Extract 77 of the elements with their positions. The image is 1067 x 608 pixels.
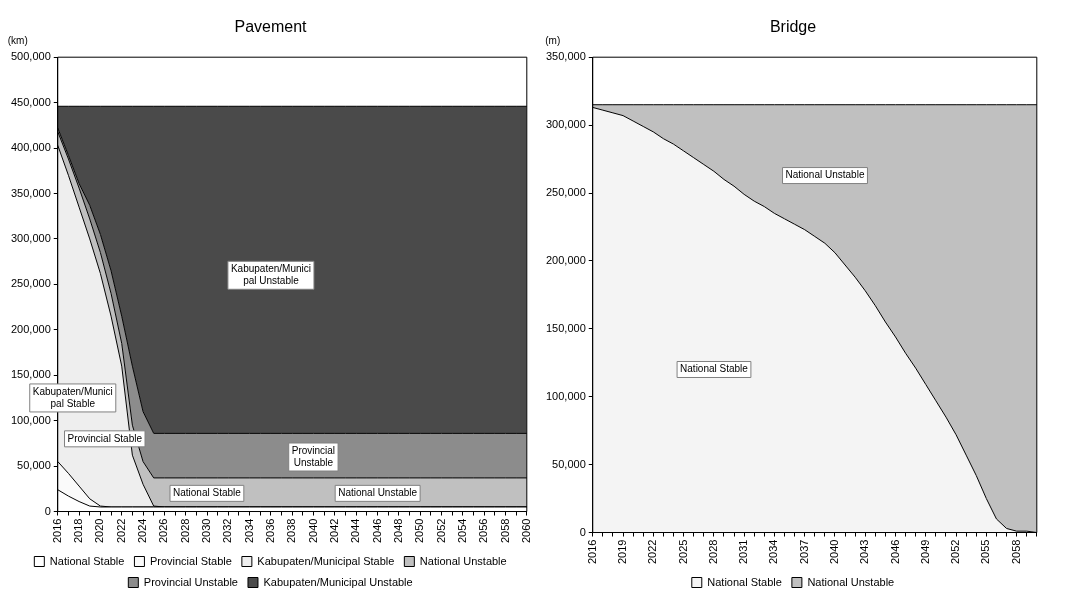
- x-tick-label: 2031: [737, 539, 750, 565]
- x-tick-label: 2030: [200, 518, 213, 544]
- y-tick-label: 450,000: [11, 95, 51, 108]
- x-tick-label: 2037: [797, 539, 810, 565]
- annotation: National Stable: [173, 487, 242, 499]
- y-tick-label: 200,000: [11, 322, 51, 335]
- y-tick-label: 0: [579, 525, 586, 538]
- x-tick-label: 2048: [391, 518, 404, 544]
- annotation: National Unstable: [785, 169, 865, 181]
- y-tick-label: 250,000: [11, 277, 51, 290]
- x-tick-label: 2055: [979, 539, 992, 565]
- y-tick-label: 50,000: [552, 457, 586, 470]
- legend-label: Provincial Stable: [149, 554, 232, 567]
- legend-label: Provincial Unstable: [143, 575, 238, 588]
- x-tick-label: 2043: [858, 539, 871, 565]
- annotation: Kabupaten/Munici pal Stable: [32, 385, 113, 409]
- y-tick-label: 300,000: [11, 231, 51, 244]
- x-tick-label: 2022: [646, 539, 659, 565]
- legend-label: National Stable: [707, 575, 782, 588]
- legend-label: Kabupaten/Municipal Unstable: [263, 575, 413, 588]
- x-tick-label: 2024: [136, 518, 149, 544]
- x-tick-label: 2060: [519, 518, 532, 544]
- x-tick-label: 2052: [949, 539, 962, 565]
- legend-label: National Unstable: [419, 554, 507, 567]
- x-tick-label: 2044: [349, 518, 362, 544]
- x-tick-label: 2040: [306, 518, 319, 544]
- x-tick-label: 2028: [706, 539, 719, 565]
- y-tick-label: 0: [44, 504, 51, 517]
- x-tick-label: 2038: [285, 518, 298, 544]
- y-tick-label: 150,000: [11, 368, 51, 381]
- annotation: Provincial Unstable: [291, 444, 336, 468]
- x-tick-label: 2042: [327, 518, 340, 544]
- x-tick-label: 2050: [413, 518, 426, 544]
- x-tick-label: 2034: [767, 539, 780, 565]
- x-tick-label: 2046: [370, 518, 383, 544]
- y-tick-label: 250,000: [546, 186, 586, 199]
- y-tick-label: 500,000: [11, 50, 51, 63]
- y-tick-label: 350,000: [11, 186, 51, 199]
- y-tick-label: 400,000: [11, 141, 51, 154]
- y-tick-label: 300,000: [546, 118, 586, 131]
- x-tick-label: 2052: [434, 518, 447, 544]
- annotation: National Unstable: [338, 487, 418, 499]
- x-tick-label: 2056: [477, 518, 490, 544]
- y-axis-title: (m): [545, 34, 561, 46]
- y-tick-label: 100,000: [546, 389, 586, 402]
- x-tick-label: 2016: [585, 539, 598, 565]
- x-tick-label: 2058: [1009, 539, 1022, 565]
- x-tick-label: 2018: [72, 518, 85, 544]
- x-tick-label: 2025: [676, 539, 689, 565]
- chart-title: Bridge: [769, 18, 817, 36]
- chart-title: Pavement: [234, 18, 308, 36]
- x-tick-label: 2036: [263, 518, 276, 544]
- x-tick-label: 2019: [616, 539, 629, 565]
- legend-label: National Unstable: [807, 575, 895, 588]
- y-tick-label: 50,000: [17, 459, 51, 472]
- x-tick-label: 2028: [178, 518, 191, 544]
- x-tick-label: 2016: [50, 518, 63, 544]
- annotation: Provincial Stable: [67, 432, 143, 444]
- x-tick-label: 2032: [221, 518, 234, 544]
- x-tick-label: 2026: [157, 518, 170, 544]
- x-tick-label: 2022: [114, 518, 127, 544]
- x-tick-label: 2058: [498, 518, 511, 544]
- x-tick-label: 2034: [242, 518, 255, 544]
- y-tick-label: 150,000: [546, 321, 586, 334]
- y-tick-label: 350,000: [546, 50, 586, 63]
- y-axis-title: (km): [7, 34, 28, 46]
- y-tick-label: 100,000: [11, 413, 51, 426]
- x-tick-label: 2020: [93, 518, 106, 544]
- annotation: National Stable: [680, 363, 749, 375]
- x-tick-label: 2054: [455, 518, 468, 544]
- x-tick-label: 2049: [918, 539, 931, 565]
- x-tick-label: 2046: [888, 539, 901, 565]
- y-tick-label: 200,000: [546, 253, 586, 266]
- legend-label: Kabupaten/Municipal Stable: [257, 554, 395, 567]
- legend-label: National Stable: [49, 554, 125, 567]
- x-tick-label: 2040: [828, 539, 840, 565]
- annotation: Kabupaten/Munici pal Unstable: [230, 263, 311, 287]
